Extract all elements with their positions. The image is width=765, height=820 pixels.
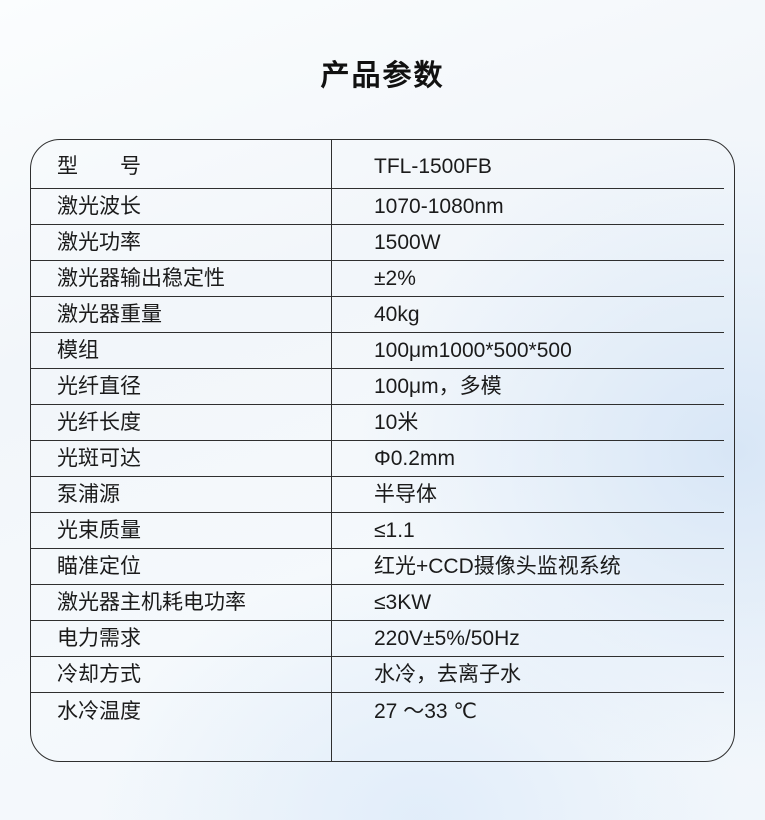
param-label: 激光器重量 — [57, 303, 162, 326]
table-row: 水冷温度 27 ～33 ℃ — [31, 693, 724, 729]
param-label: 激光器主机耗电功率 — [57, 591, 246, 614]
table-row: 激光功率 1500W — [31, 225, 724, 261]
table-row: 激光器主机耗电功率 ≤3KW — [31, 585, 724, 621]
param-value: 半导体 — [374, 483, 437, 506]
param-value: 100μm1000*500*500 — [374, 339, 572, 362]
param-value: ±2% — [374, 267, 416, 290]
param-label: 电力需求 — [57, 627, 141, 650]
table-row: 电力需求 220V±5%/50Hz — [31, 621, 724, 657]
param-value: 1070-1080nm — [374, 195, 504, 218]
param-label: 瞄准定位 — [57, 555, 141, 578]
param-value: 红光+CCD摄像头监视系统 — [374, 555, 621, 578]
spec-rows: 型 号 TFL-1500FB 激光波长 1070-1080nm 激光功率 1500W 激光器… — [31, 140, 724, 729]
param-value: Φ0.2mm — [374, 447, 455, 470]
param-value: 100μm，多模 — [374, 375, 502, 398]
param-label: 光斑可达 — [57, 447, 141, 470]
table-row: 光束质量 ≤1.1 — [31, 513, 724, 549]
param-value: 27 ～33 ℃ — [374, 699, 477, 723]
table-row: 型 号 TFL-1500FB — [31, 140, 724, 189]
table-row: 激光波长 1070-1080nm — [31, 189, 724, 225]
param-label: 水冷温度 — [57, 699, 141, 723]
table-row: 激光器重量 40kg — [31, 297, 724, 333]
column-divider-line — [331, 140, 332, 761]
param-label: 型 号 — [57, 154, 141, 178]
param-label: 模组 — [57, 339, 99, 362]
param-label: 激光器输出稳定性 — [57, 267, 225, 290]
param-value: 1500W — [374, 231, 441, 254]
param-label: 光纤直径 — [57, 375, 141, 398]
param-label: 光束质量 — [57, 519, 141, 542]
table-row: 模组 100μm1000*500*500 — [31, 333, 724, 369]
spec-table: 型 号 TFL-1500FB 激光波长 1070-1080nm 激光功率 1500W 激光器… — [30, 139, 735, 762]
param-value: ≤3KW — [374, 591, 432, 614]
table-row: 冷却方式 水冷，去离子水 — [31, 657, 724, 693]
param-value: 水冷，去离子水 — [374, 663, 521, 686]
table-row: 光斑可达 Φ0.2mm — [31, 441, 724, 477]
param-label: 激光波长 — [57, 195, 141, 218]
page-title: 产品参数 — [320, 60, 445, 92]
param-value: 220V±5%/50Hz — [374, 627, 520, 650]
param-value: 10米 — [374, 411, 419, 434]
param-label: 光纤长度 — [57, 411, 141, 434]
table-row: 瞄准定位 红光+CCD摄像头监视系统 — [31, 549, 724, 585]
param-label: 冷却方式 — [57, 663, 141, 686]
table-row: 泵浦源 半导体 — [31, 477, 724, 513]
param-value: 40kg — [374, 303, 420, 326]
param-value: TFL-1500FB — [374, 154, 492, 178]
param-value: ≤1.1 — [374, 519, 415, 542]
param-label: 泵浦源 — [57, 483, 120, 506]
table-row: 光纤长度 10米 — [31, 405, 724, 441]
table-row: 光纤直径 100μm，多模 — [31, 369, 724, 405]
table-row: 激光器输出稳定性 ±2% — [31, 261, 724, 297]
param-label: 激光功率 — [57, 231, 141, 254]
